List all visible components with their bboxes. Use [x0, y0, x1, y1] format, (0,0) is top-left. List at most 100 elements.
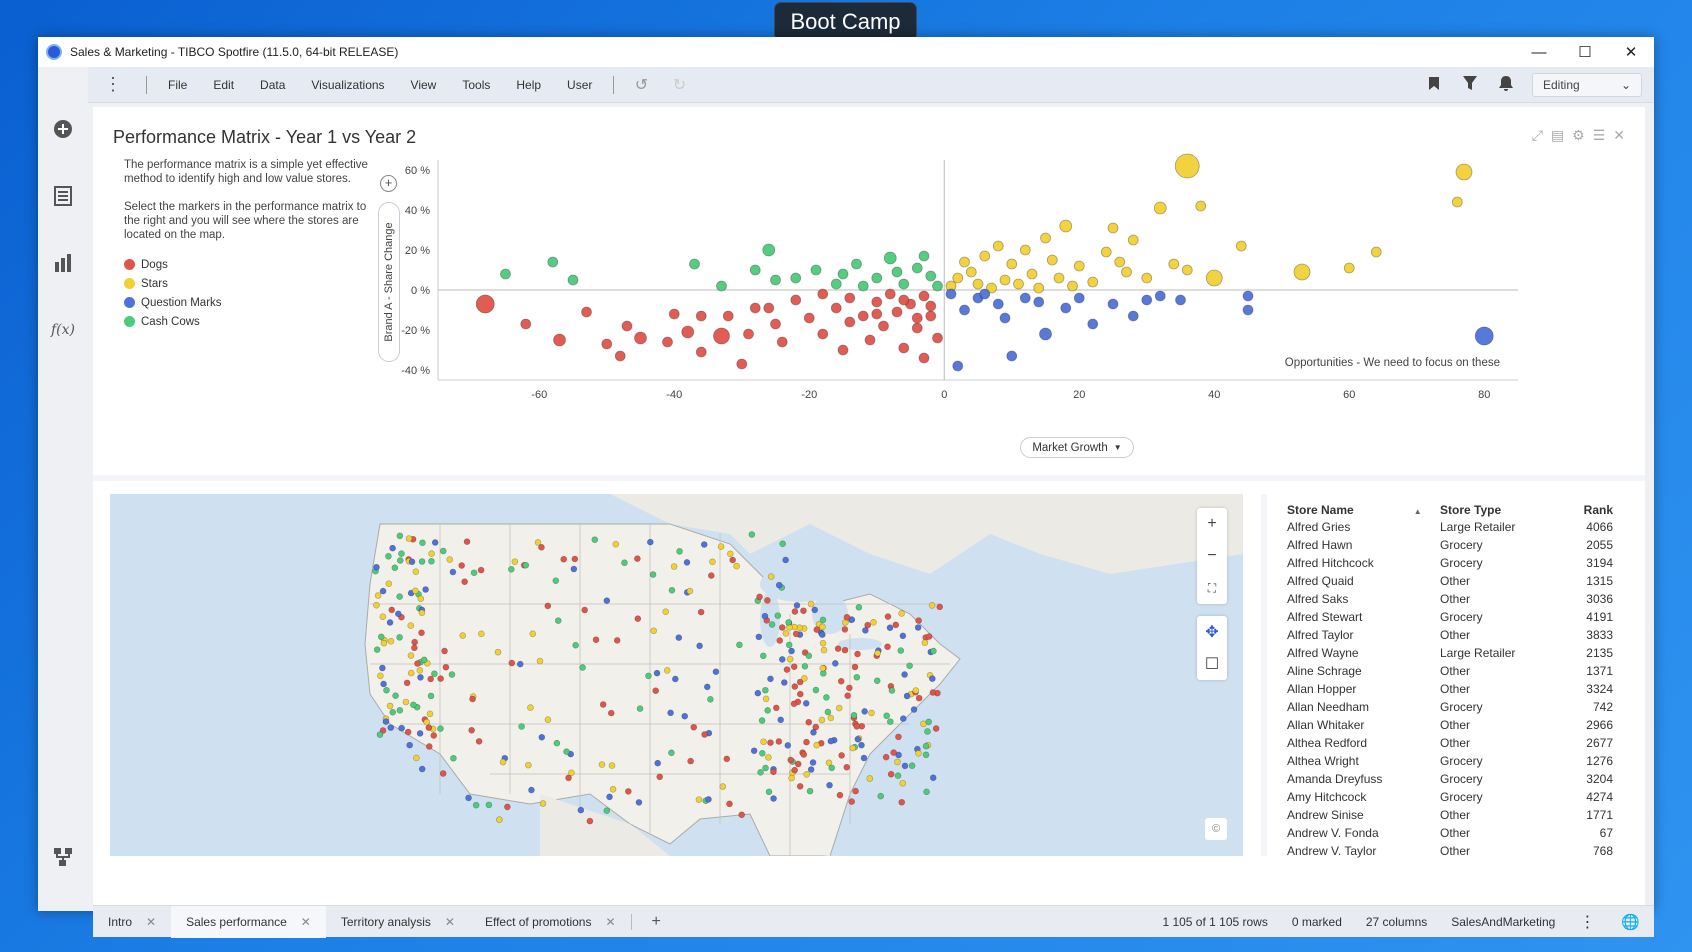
- scatter-plot[interactable]: 60 % 40 % 20 % 0 % -20 % -40 % -60 -40 -20 0 20 40 6…: [388, 152, 1538, 432]
- data-point-stars: [1141, 272, 1153, 284]
- tab-territory-analysis[interactable]: Territory analysis ✕: [340, 914, 455, 929]
- store-marker: [598, 761, 606, 768]
- table-row[interactable]: Allan Hopper Other 3324: [1287, 680, 1613, 698]
- close-tab-icon[interactable]: ✕: [605, 914, 616, 929]
- menu-visualizations[interactable]: Visualizations: [311, 77, 385, 92]
- table-row[interactable]: Alfred Stewart Grocery 4191: [1287, 608, 1613, 626]
- store-marker: [930, 647, 937, 655]
- legend-item-dogs[interactable]: Dogs: [124, 255, 222, 274]
- data-point-cash-cows: [567, 274, 579, 286]
- data-table-icon[interactable]: [51, 184, 75, 208]
- store-marker: [895, 733, 902, 741]
- table-row[interactable]: Althea Wright Grocery 1276: [1287, 752, 1613, 770]
- settings-gear-icon[interactable]: ⚙: [1572, 127, 1585, 143]
- add-icon[interactable]: [51, 117, 75, 141]
- table-row[interactable]: Alfred Quaid Other 1315: [1287, 572, 1613, 590]
- zoom-out-icon[interactable]: −: [1207, 547, 1217, 564]
- tab-intro[interactable]: Intro ✕: [108, 914, 157, 929]
- tab-effect-of-promotions[interactable]: Effect of promotions ✕: [484, 914, 616, 929]
- store-marker: [854, 735, 862, 743]
- add-page-icon[interactable]: +: [651, 912, 661, 930]
- menu-data[interactable]: Data: [260, 77, 286, 92]
- store-marker: [652, 687, 660, 695]
- table-row[interactable]: Allan Needham Grocery 742: [1287, 698, 1613, 716]
- x-axis-selector[interactable]: Market Growth ▼: [1020, 437, 1134, 458]
- fx-icon[interactable]: f(x): [51, 322, 76, 338]
- close-tab-icon[interactable]: ✕: [300, 914, 311, 929]
- table-row[interactable]: Andrew V. Fonda Other 67: [1287, 824, 1613, 842]
- store-marker: [786, 655, 794, 663]
- menu-help[interactable]: Help: [516, 77, 542, 92]
- store-marker: [508, 566, 515, 573]
- table-row[interactable]: Alfred Hawn Grocery 2055: [1287, 536, 1613, 554]
- menu-edit[interactable]: Edit: [213, 77, 235, 92]
- more-options-icon[interactable]: ⋮: [1579, 914, 1596, 931]
- table-row[interactable]: Andrew V. Taylor Other 768: [1287, 842, 1613, 860]
- table-row[interactable]: Andrew Sinise Other 1771: [1287, 806, 1613, 824]
- sort-asc-icon: ▲: [1413, 507, 1422, 516]
- copyright-icon[interactable]: ©: [1205, 818, 1227, 840]
- notification-bell-icon[interactable]: [1488, 75, 1524, 95]
- store-marker: [707, 696, 714, 703]
- data-canvas-icon[interactable]: [51, 845, 75, 869]
- store-marker: [418, 609, 426, 617]
- store-marker: [387, 637, 395, 645]
- table-row[interactable]: Alfred Saks Other 3036: [1287, 590, 1613, 608]
- menu-tools[interactable]: Tools: [462, 77, 491, 92]
- close-tab-icon[interactable]: ✕: [146, 914, 157, 929]
- menu-view[interactable]: View: [410, 77, 437, 92]
- table-row[interactable]: Allan Whitaker Other 2966: [1287, 716, 1613, 734]
- menu-file[interactable]: File: [168, 77, 188, 92]
- maximize-icon[interactable]: ☐: [1578, 44, 1592, 61]
- zoom-in-icon[interactable]: +: [1207, 515, 1217, 532]
- store-marker: [581, 606, 588, 614]
- store-table[interactable]: Store Name ▲ Store Type Rank Alfred Gries…: [1261, 494, 1635, 858]
- store-marker: [932, 725, 940, 732]
- tab-sales-performance[interactable]: Sales performance ✕: [171, 905, 326, 938]
- globe-icon[interactable]: 🌐: [1621, 914, 1640, 931]
- data-source[interactable]: SalesAndMarketing: [1451, 915, 1556, 929]
- pan-icon[interactable]: ✥: [1205, 624, 1219, 641]
- legend-item-question-marks[interactable]: Question Marks: [124, 293, 222, 312]
- store-marker: [431, 670, 438, 678]
- table-row[interactable]: Amanda Dreyfuss Grocery 3204: [1287, 770, 1613, 788]
- table-row[interactable]: Aline Schrage Other 1371: [1287, 662, 1613, 680]
- menu-user[interactable]: User: [567, 77, 593, 92]
- close-viz-icon[interactable]: ✕: [1613, 127, 1625, 143]
- map-chart[interactable]: + − ⛶ ✥ ☐ ©: [110, 494, 1243, 856]
- mode-dropdown[interactable]: Editing ⌄: [1532, 73, 1642, 97]
- maximize-viz-icon[interactable]: ⤢: [1531, 127, 1543, 143]
- close-window-icon[interactable]: ✕: [1624, 44, 1638, 61]
- col-store-type[interactable]: Store Type: [1440, 503, 1502, 517]
- col-rank[interactable]: Rank: [1583, 503, 1613, 517]
- rect-select-icon[interactable]: ☐: [1204, 656, 1220, 673]
- undo-icon[interactable]: ↺: [634, 76, 649, 94]
- table-row[interactable]: Amy Hitchcock Grocery 4274: [1287, 788, 1613, 806]
- main-menu-icon[interactable]: ⋮: [104, 74, 122, 94]
- table-row[interactable]: Alfred Wayne Large Retailer 2135: [1287, 644, 1613, 662]
- table-row[interactable]: Alfred Hitchcock Grocery 3194: [1287, 554, 1613, 572]
- reset-view-icon[interactable]: ⛶: [1207, 580, 1217, 595]
- filter-icon[interactable]: [1452, 76, 1488, 94]
- us-map[interactable]: [110, 494, 1243, 856]
- close-tab-icon[interactable]: ✕: [444, 914, 455, 929]
- store-marker: [882, 753, 890, 761]
- add-axis-icon[interactable]: +: [380, 175, 397, 192]
- legend-item-cash-cows[interactable]: Cash Cows: [124, 312, 222, 331]
- store-marker: [654, 759, 661, 767]
- store-marker: [572, 641, 579, 649]
- bookmark-icon[interactable]: [1416, 76, 1452, 95]
- col-store-name[interactable]: Store Name ▲: [1287, 503, 1422, 517]
- legend-item-stars[interactable]: Stars: [124, 274, 222, 293]
- table-row[interactable]: Althea Redford Other 2677: [1287, 734, 1613, 752]
- redo-icon[interactable]: ↻: [672, 76, 687, 94]
- viz-legend-icon[interactable]: ▤: [1550, 127, 1565, 143]
- store-marker: [427, 692, 435, 700]
- y-axis-selector[interactable]: Brand A - Share Change: [378, 202, 400, 362]
- list-icon[interactable]: ☰: [1592, 127, 1606, 143]
- minimize-icon[interactable]: —: [1531, 43, 1547, 61]
- table-row[interactable]: Alfred Taylor Other 3833: [1287, 626, 1613, 644]
- table-row[interactable]: Alfred Gries Large Retailer 4066: [1287, 518, 1613, 536]
- bar-chart-icon[interactable]: [51, 251, 75, 275]
- store-marker: [603, 597, 611, 604]
